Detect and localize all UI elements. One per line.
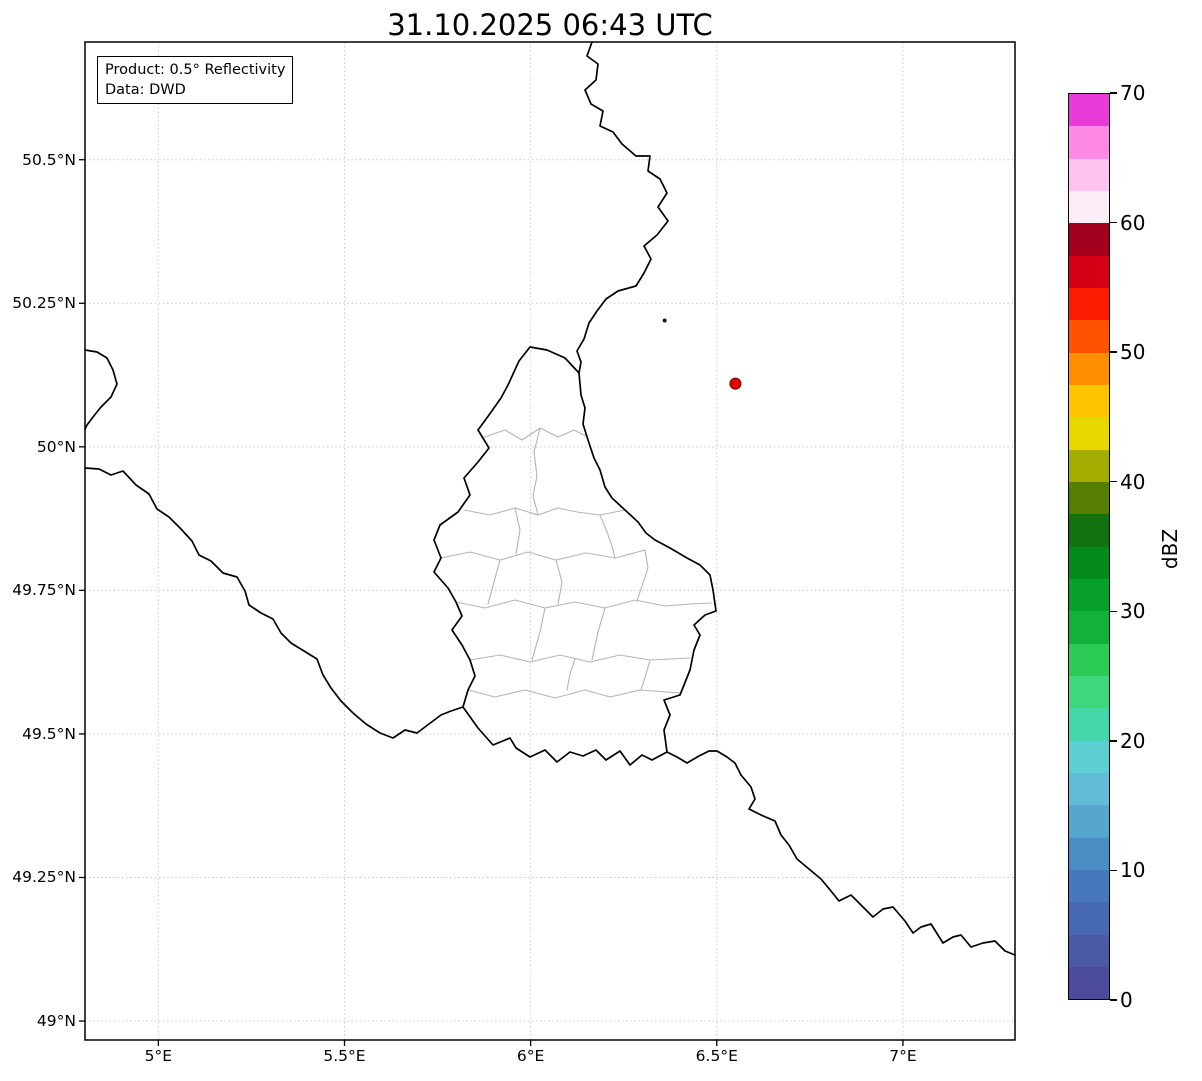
colorbar-segment	[1069, 481, 1109, 515]
colorbar-segment	[1069, 578, 1109, 612]
colorbar-segment	[1069, 449, 1109, 482]
product-info-box: Product: 0.5° Reflectivity Data: DWD	[97, 56, 294, 104]
colorbar-segment	[1069, 158, 1109, 191]
radar-echo-pixel	[662, 318, 667, 323]
givet-border-fragment	[84, 349, 118, 430]
colorbar-segment	[1069, 643, 1109, 676]
country-borders	[84, 41, 1016, 956]
colorbar	[1068, 93, 1110, 1000]
colorbar-segment	[1069, 126, 1109, 159]
colorbar-segment	[1069, 287, 1109, 321]
colorbar-segment	[1069, 934, 1109, 967]
luxembourg-border	[433, 346, 717, 766]
colorbar-segment	[1069, 94, 1109, 127]
colorbar-segment	[1069, 966, 1109, 1000]
colorbar-segment	[1069, 902, 1109, 935]
product-line: Product: 0.5° Reflectivity	[105, 62, 286, 78]
belgium-germany-border	[576, 41, 669, 374]
colorbar-segment	[1069, 546, 1109, 579]
colorbar-segment	[1069, 320, 1109, 353]
france-belgium-border	[84, 467, 464, 739]
colorbar-segment	[1069, 611, 1109, 644]
colorbar-segment	[1069, 869, 1109, 903]
colorbar-segment	[1069, 190, 1109, 224]
colorbar-segment	[1069, 708, 1109, 741]
plot-title: 31.10.2025 06:43 UTC	[387, 8, 713, 42]
colorbar-segment	[1069, 805, 1109, 838]
colorbar-segment	[1069, 772, 1109, 806]
colorbar-segment	[1069, 514, 1109, 547]
colorbar-segment	[1069, 352, 1109, 385]
colorbar-segment	[1069, 417, 1109, 450]
axis-tickmarks	[79, 159, 904, 1046]
colorbar-segment	[1069, 837, 1109, 870]
gridlines	[85, 42, 1015, 1040]
data-source-line: Data: DWD	[105, 82, 186, 98]
map-frame	[84, 41, 1016, 1041]
colorbar-segment	[1069, 384, 1109, 418]
france-germany-border	[666, 750, 1016, 956]
colorbar-segment	[1069, 675, 1109, 709]
radar-site-marker	[729, 377, 742, 390]
colorbar-unit-label: dBZ	[1158, 528, 1182, 570]
colorbar-segment	[1069, 223, 1109, 256]
colorbar-segment	[1069, 255, 1109, 288]
colorbar-segment	[1069, 740, 1109, 773]
luxembourg-canton-borders	[440, 427, 713, 699]
colorbar-gradient	[1069, 94, 1109, 1000]
